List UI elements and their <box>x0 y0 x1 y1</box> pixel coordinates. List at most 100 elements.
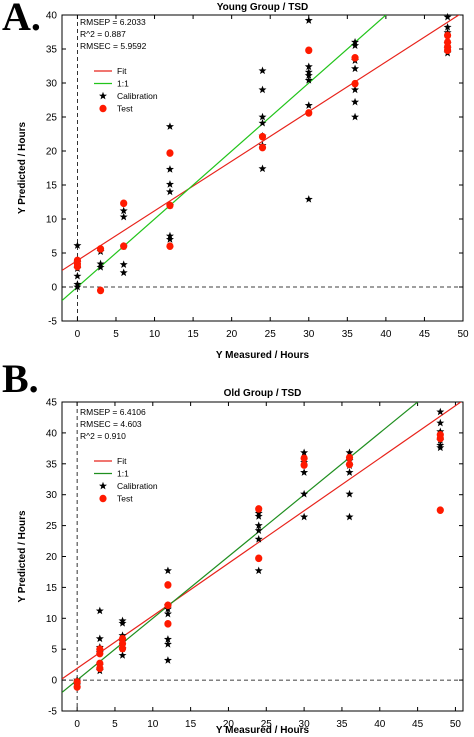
calibration-point <box>254 512 263 520</box>
test-point <box>120 242 128 250</box>
y-tick-label: -5 <box>48 317 57 328</box>
calibration-point <box>165 187 174 196</box>
calibration-point <box>119 268 128 277</box>
y-tick-label: 30 <box>46 79 58 90</box>
legend-label: Test <box>117 104 133 114</box>
calibration-point <box>119 260 128 268</box>
calibration-point <box>254 521 263 529</box>
legend-label: Test <box>117 494 133 504</box>
y-tick-label: 15 <box>46 181 58 192</box>
calibration-point <box>436 443 445 452</box>
chart-title: Young Group / TSD <box>217 2 308 13</box>
calibration-point <box>73 282 82 291</box>
test-point <box>166 242 174 250</box>
legend-label: Fit <box>117 456 127 466</box>
test-point <box>255 505 263 513</box>
x-tick-label: 35 <box>336 719 348 730</box>
legend-dot-swatch <box>99 104 107 113</box>
test-point <box>164 581 172 589</box>
y-tick-label: 30 <box>46 490 58 501</box>
test-point <box>96 245 105 253</box>
y-tick-label: 5 <box>51 645 57 656</box>
calibration-point <box>304 71 313 79</box>
calibration-point <box>304 62 313 71</box>
calibration-point <box>351 85 360 94</box>
test-point <box>351 79 359 88</box>
y-tick-label: 45 <box>46 398 58 409</box>
x-tick-label: 50 <box>450 719 462 730</box>
test-point <box>118 644 127 653</box>
calibration-point <box>254 566 263 575</box>
calibration-point <box>254 535 263 543</box>
calibration-point <box>258 112 267 121</box>
legend-star-swatch <box>99 91 107 100</box>
test-point <box>443 46 452 55</box>
calibration-point <box>351 112 360 121</box>
test-point <box>73 262 82 271</box>
stat-text: R^2 = 0.887 <box>80 29 126 39</box>
x-tick-label: 15 <box>185 719 197 730</box>
x-tick-label: 35 <box>342 329 354 340</box>
calibration-point <box>258 85 267 94</box>
calibration-point <box>119 212 128 221</box>
legend-label: Calibration <box>117 481 158 491</box>
test-point <box>436 506 444 514</box>
stat-text: RMSEC = 5.9592 <box>80 41 147 51</box>
test-point <box>345 453 354 462</box>
calibration-point <box>300 448 309 457</box>
y-tick-label: 20 <box>46 147 58 158</box>
y-tick-label: 10 <box>46 215 58 226</box>
calibration-point <box>163 640 172 648</box>
calibration-point <box>163 656 172 664</box>
y-tick-label: -5 <box>48 707 57 718</box>
x-tick-label: 50 <box>457 329 469 340</box>
calibration-point <box>73 271 82 280</box>
y-tick-label: 15 <box>46 583 58 594</box>
test-point <box>300 461 308 469</box>
legend-label: Fit <box>117 66 127 76</box>
calibration-point <box>351 64 360 73</box>
calibration-point <box>73 241 82 249</box>
x-tick-label: 15 <box>188 329 200 340</box>
calibration-point <box>304 101 313 109</box>
test-point <box>164 620 172 628</box>
y-tick-label: 20 <box>46 552 58 563</box>
test-point <box>166 201 174 210</box>
calibration-point <box>304 195 313 203</box>
test-point <box>345 460 354 469</box>
test-point <box>300 454 308 463</box>
identity-line <box>62 402 419 693</box>
test-point <box>120 199 128 208</box>
x-tick-label: 5 <box>112 719 118 730</box>
test-point <box>96 664 104 673</box>
x-tick-label: 5 <box>113 329 119 340</box>
calibration-point <box>254 526 263 534</box>
calibration-point <box>165 180 174 188</box>
y-tick-label: 35 <box>46 45 58 56</box>
calibration-point <box>165 165 174 173</box>
calibration-point <box>95 634 104 643</box>
calibration-point <box>443 12 452 21</box>
test-point <box>258 132 267 141</box>
fit-line <box>62 402 462 680</box>
calibration-point <box>258 118 267 127</box>
y-tick-label: 0 <box>51 676 57 687</box>
calibration-point <box>95 606 104 615</box>
calibration-point <box>258 164 267 173</box>
plot-frame <box>61 14 464 322</box>
fit-line <box>62 15 460 271</box>
test-point <box>305 46 313 55</box>
test-point <box>255 554 263 563</box>
calibration-point <box>436 418 445 427</box>
test-series <box>73 31 452 295</box>
calibration-point <box>118 619 127 627</box>
x-tick-label: 20 <box>223 719 235 730</box>
panel-a-label: A. <box>2 0 41 39</box>
x-tick-label: 20 <box>226 329 238 340</box>
calibration-point <box>165 122 174 130</box>
calibration-point <box>163 609 172 618</box>
x-tick-label: 40 <box>374 719 386 730</box>
legend-star-swatch <box>99 481 107 490</box>
